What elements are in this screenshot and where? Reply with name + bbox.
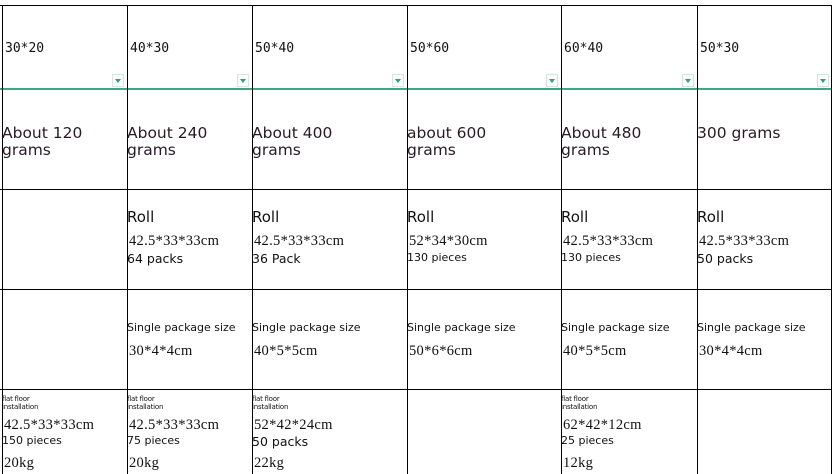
- weight-cell[interactable]: About 480 grams: [561, 124, 642, 159]
- flat-carton-quantity: 150 pieces: [2, 434, 62, 447]
- carton-weight: 20kg: [4, 455, 35, 471]
- single-package-label: Single package size: [561, 321, 670, 334]
- size-cell[interactable]: 60*40: [564, 41, 604, 56]
- row-gridline: [0, 389, 832, 390]
- installation-note: flat floor installation: [127, 395, 164, 411]
- packing-type: Roll: [561, 208, 589, 226]
- single-package-dimensions: 50*6*6cm: [409, 343, 473, 359]
- flat-carton-dimensions: 42.5*33*33cm: [4, 417, 95, 433]
- dropdown-arrow-icon[interactable]: [112, 74, 124, 87]
- single-package-dimensions: 40*5*5cm: [254, 343, 318, 359]
- row-gridline: [0, 189, 832, 190]
- size-cell[interactable]: 50*40: [255, 41, 295, 56]
- installation-note: flat floor installation: [252, 395, 289, 411]
- weight-cell[interactable]: about 600 grams: [407, 124, 487, 159]
- column-5: 60*40 About 480 grams Roll 42.5*33*33cm 130 …: [561, 0, 697, 474]
- column-1: 30*20 About 120 grams flat floor installat…: [2, 0, 127, 474]
- carton-quantity: 64 packs: [127, 251, 184, 266]
- header-row-divider: [0, 88, 832, 90]
- weight-cell[interactable]: About 400 grams: [252, 124, 333, 159]
- packing-type: Roll: [697, 208, 725, 226]
- weight-cell[interactable]: About 120 grams: [2, 124, 83, 159]
- flat-carton-quantity: 50 packs: [252, 434, 309, 449]
- packing-type: Roll: [407, 208, 435, 226]
- carton-dimensions: 42.5*33*33cm: [254, 233, 345, 249]
- single-package-label: Single package size: [407, 321, 516, 334]
- packing-type: Roll: [127, 208, 155, 226]
- column-6: 50*30 300 grams Roll 42.5*33*33cm 50 packs Si…: [697, 0, 832, 474]
- single-package-label: Single package size: [252, 321, 361, 334]
- row-gridline: [0, 5, 832, 6]
- carton-quantity: 36 Pack: [252, 251, 301, 266]
- packing-type: Roll: [252, 208, 280, 226]
- single-package-dimensions: 30*4*4cm: [129, 343, 193, 359]
- carton-dimensions: 42.5*33*33cm: [129, 233, 220, 249]
- installation-note: flat floor installation: [561, 395, 598, 411]
- size-cell[interactable]: 40*30: [130, 41, 170, 56]
- single-package-dimensions: 30*4*4cm: [699, 343, 763, 359]
- column-gridline: [2, 5, 3, 474]
- flat-carton-quantity: 75 pieces: [127, 434, 180, 447]
- row-gridline: [0, 289, 832, 290]
- carton-dimensions: 42.5*33*33cm: [563, 233, 654, 249]
- size-cell[interactable]: 30*20: [5, 41, 45, 56]
- carton-quantity: 50 packs: [697, 251, 754, 266]
- carton-dimensions: 52*34*30cm: [409, 233, 488, 249]
- carton-weight: 20kg: [129, 455, 160, 471]
- column-4: 50*60 about 600 grams Roll 52*34*30cm 130 pi…: [407, 0, 561, 474]
- carton-weight: 22kg: [254, 455, 285, 471]
- carton-quantity: 130 pieces: [561, 251, 621, 264]
- column-3: 50*40 About 400 grams Roll 42.5*33*33cm 36 P…: [252, 0, 407, 474]
- flat-carton-dimensions: 42.5*33*33cm: [129, 417, 220, 433]
- flat-carton-quantity: 25 pieces: [561, 434, 614, 447]
- weight-cell[interactable]: About 240 grams: [127, 124, 208, 159]
- dropdown-arrow-icon[interactable]: [237, 74, 249, 87]
- size-cell[interactable]: 50*30: [700, 41, 740, 56]
- weight-cell[interactable]: 300 grams: [697, 124, 781, 142]
- single-package-label: Single package size: [127, 321, 236, 334]
- dropdown-arrow-icon[interactable]: [392, 74, 404, 87]
- dropdown-arrow-icon[interactable]: [546, 74, 558, 87]
- size-cell[interactable]: 50*60: [410, 41, 450, 56]
- column-2: 40*30 About 240 grams Roll 42.5*33*33cm 64 p…: [127, 0, 252, 474]
- installation-note: flat floor installation: [2, 395, 39, 411]
- dropdown-arrow-icon[interactable]: [682, 74, 694, 87]
- flat-carton-dimensions: 62*42*12cm: [563, 417, 642, 433]
- carton-dimensions: 42.5*33*33cm: [699, 233, 790, 249]
- carton-weight: 12kg: [563, 455, 594, 471]
- carton-quantity: 130 pieces: [407, 251, 467, 264]
- dropdown-arrow-icon[interactable]: [817, 74, 829, 87]
- flat-carton-dimensions: 52*42*24cm: [254, 417, 333, 433]
- single-package-dimensions: 40*5*5cm: [563, 343, 627, 359]
- single-package-label: Single package size: [697, 321, 806, 334]
